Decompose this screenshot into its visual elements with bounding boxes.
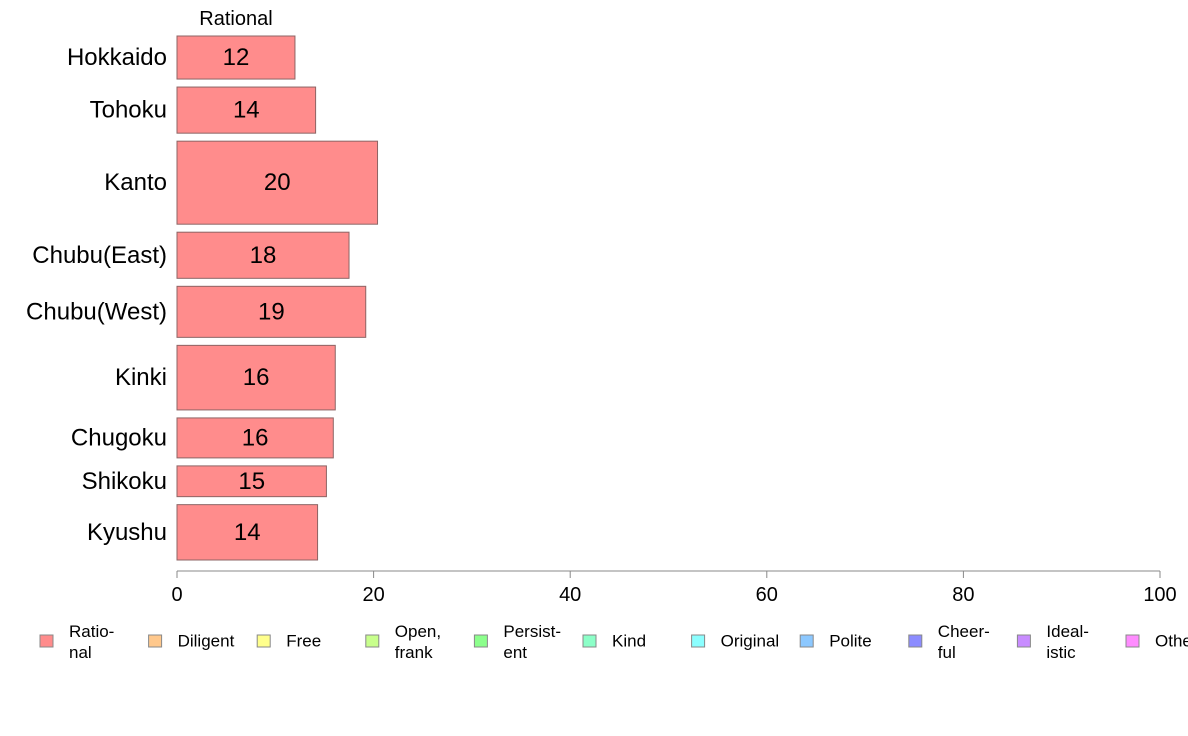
legend: Ratio-nal Diligent Free Open, frank Persist-e… xyxy=(39,622,1188,662)
bar-value-label: 18 xyxy=(250,242,277,269)
bar-kyushu xyxy=(176,504,319,561)
bar-kanto xyxy=(176,140,379,225)
legend-swatch xyxy=(908,634,923,648)
x-tick-label: 60 xyxy=(756,584,778,606)
legend-swatch xyxy=(256,634,271,648)
bar-chugoku xyxy=(176,417,334,459)
legend-label: Ideal-istic xyxy=(1046,622,1089,662)
legend-label: Free xyxy=(286,632,321,651)
x-tick-label: 20 xyxy=(362,584,384,606)
category-label: Chubu(West) xyxy=(26,298,167,325)
x-tick-label: 100 xyxy=(1143,584,1176,606)
bar-value-label: 16 xyxy=(242,424,269,451)
legend-label: Ratio-nal xyxy=(69,622,114,662)
legend-swatch xyxy=(148,634,163,648)
legend-label: Kind xyxy=(612,632,646,651)
legend-label: Open, frank xyxy=(395,622,441,662)
legend-swatch xyxy=(799,634,814,648)
legend-swatch xyxy=(582,634,597,648)
legend-swatch xyxy=(39,634,54,648)
legend-swatch xyxy=(365,634,380,648)
bars-group: Hokkaido 12 Tohoku 14 Kanto 20 Chubu(East) 18 Ch… xyxy=(26,35,379,561)
bar-chubu-west xyxy=(176,285,367,338)
bar-shikoku xyxy=(176,465,327,498)
bar-value-label: 14 xyxy=(234,519,261,546)
category-label: Kanto xyxy=(104,169,167,196)
bar-tohoku xyxy=(176,86,317,134)
legend-label: Original xyxy=(721,632,780,651)
legend-label: Diligent xyxy=(178,632,235,651)
x-tick-label: 40 xyxy=(559,584,581,606)
bar-value-label: 12 xyxy=(223,44,250,71)
column-header-rational: Rational xyxy=(199,8,272,30)
legend-label: Others xyxy=(1155,632,1188,651)
bar-hokkaido xyxy=(176,35,296,80)
bar-value-label: 15 xyxy=(238,468,265,495)
legend-swatch xyxy=(1125,634,1140,648)
bar-value-label: 20 xyxy=(264,169,291,196)
bar-value-label: 16 xyxy=(243,364,270,391)
bar-chubu-east xyxy=(176,231,350,279)
category-label: Hokkaido xyxy=(67,44,167,71)
legend-swatch xyxy=(691,634,706,648)
bar-value-label: 19 xyxy=(258,298,285,325)
x-tick-label: 80 xyxy=(952,584,974,606)
category-label: Kyushu xyxy=(87,519,167,546)
category-label: Kinki xyxy=(115,364,167,391)
legend-swatch xyxy=(473,634,488,648)
x-axis: 0 20 40 60 80 100 xyxy=(171,570,1177,606)
legend-swatch xyxy=(1016,634,1031,648)
legend-label: Persist-ent xyxy=(503,622,561,662)
category-label: Chugoku xyxy=(71,424,167,451)
category-label: Chubu(East) xyxy=(32,242,167,269)
category-label: Shikoku xyxy=(82,468,167,495)
legend-label: Cheer-ful xyxy=(938,622,990,662)
bar-kinki xyxy=(176,344,336,411)
x-tick-label: 0 xyxy=(171,584,182,606)
bar-value-label: 14 xyxy=(233,97,260,124)
category-label: Tohoku xyxy=(90,97,167,124)
legend-label: Polite xyxy=(829,632,872,651)
